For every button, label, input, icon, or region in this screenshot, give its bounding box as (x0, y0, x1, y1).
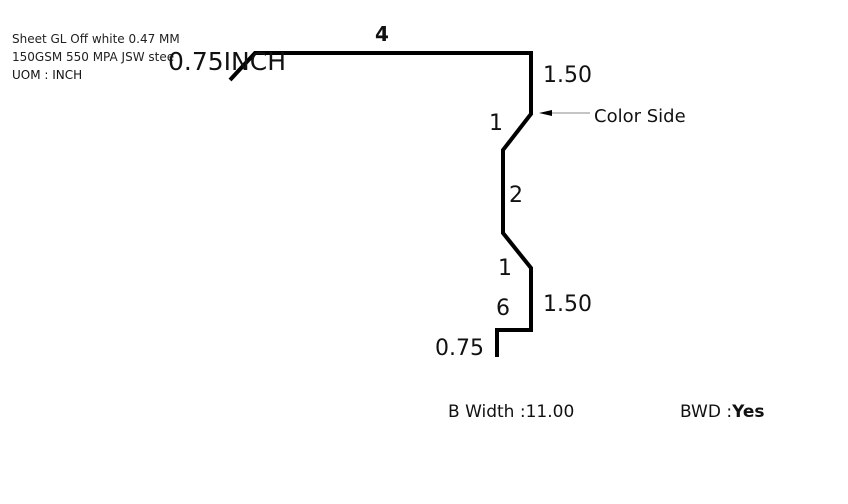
dim-top-length: 4 (375, 22, 389, 46)
dim-right-upper: 1.50 (543, 63, 592, 88)
dim-bend-lower: 1 (498, 256, 512, 281)
dim-bottom-left: 0.75 (435, 336, 484, 361)
spec-line-material: Sheet GL Off white 0.47 MM (12, 32, 180, 46)
sheet-spec: Sheet GL Off white 0.47 MM 150GSM 550 MP… (12, 30, 180, 84)
dim-top-left: 0.75INCH (168, 47, 286, 76)
bwidth-field: B Width :11.00 (448, 402, 574, 422)
spec-uom: UOM : INCH (12, 68, 83, 82)
dim-bottom-inner: 6 (496, 296, 510, 321)
dim-middle: 2 (509, 183, 523, 208)
profile-outline (228, 51, 533, 357)
bwd-label: BWD : (680, 402, 733, 422)
bwd-value: Yes (732, 402, 765, 422)
dim-bend-upper: 1 (489, 111, 503, 136)
spec-line-grade: 150GSM 550 MPA JSW stee (12, 50, 175, 64)
bwidth-label: B Width : (448, 402, 526, 422)
bwidth-value: 11.00 (525, 402, 575, 422)
bwd-field: BWD :Yes (680, 402, 765, 422)
dim-right-lower: 1.50 (543, 292, 592, 317)
color-side-label: Color Side (594, 106, 686, 127)
color-side-arrow-head (539, 110, 552, 116)
